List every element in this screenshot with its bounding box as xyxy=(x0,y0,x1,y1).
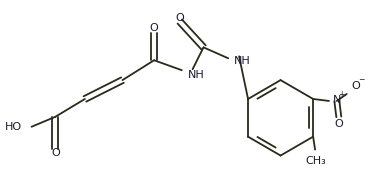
Text: NH: NH xyxy=(234,56,251,66)
Text: O: O xyxy=(51,148,60,158)
Text: CH₃: CH₃ xyxy=(306,156,326,166)
Text: O: O xyxy=(175,13,184,22)
Text: +: + xyxy=(338,90,345,98)
Text: O: O xyxy=(351,81,360,91)
Text: O: O xyxy=(335,119,343,129)
Text: O: O xyxy=(150,23,158,33)
Text: HO: HO xyxy=(5,122,22,132)
Text: N: N xyxy=(333,95,341,105)
Text: NH: NH xyxy=(187,70,205,80)
Text: −: − xyxy=(358,76,365,85)
